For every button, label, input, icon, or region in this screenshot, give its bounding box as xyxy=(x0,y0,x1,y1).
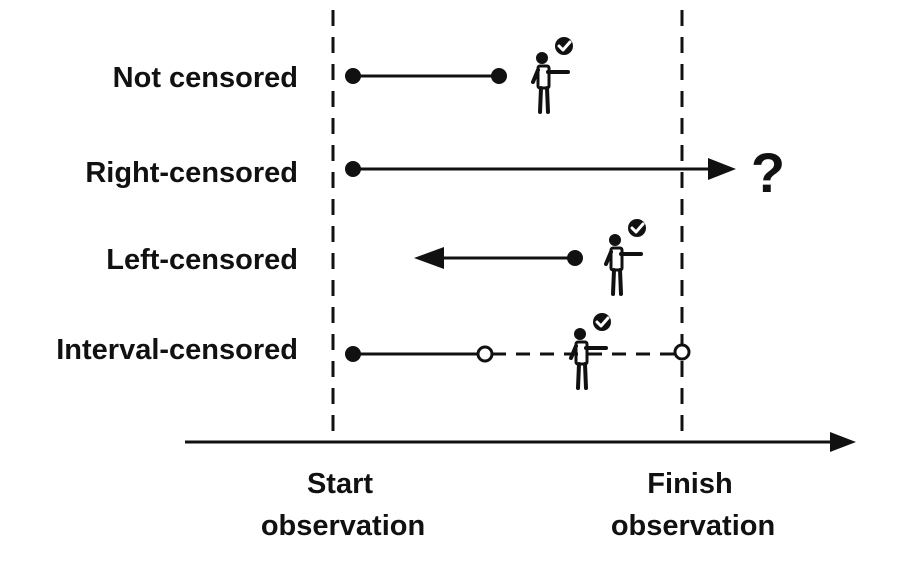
row-label-interval-censored: Interval-censored xyxy=(56,334,298,366)
finish-observation-label-line1: Finish xyxy=(647,468,732,500)
left-censored-end-dot xyxy=(567,250,583,266)
row-label-right-censored: Right-censored xyxy=(85,157,298,189)
time-axis-arrowhead xyxy=(830,432,856,452)
row-not-censored xyxy=(345,36,575,114)
interval-censored-open-dot xyxy=(476,345,494,363)
start-observation-label-line2: observation xyxy=(261,510,425,542)
unknown-outcome-question-mark: ? xyxy=(751,141,785,204)
left-censored-arrowhead xyxy=(414,247,444,269)
row-right-censored: ? xyxy=(345,141,785,204)
event-person-icon xyxy=(531,36,575,114)
right-censored-start-dot xyxy=(345,161,361,177)
not-censored-end-dot xyxy=(491,68,507,84)
interval-censored-start-dot xyxy=(345,346,361,362)
event-person-icon xyxy=(569,312,613,390)
row-label-left-censored: Left-censored xyxy=(106,244,298,276)
row-interval-censored xyxy=(345,312,691,390)
row-left-censored xyxy=(414,218,648,296)
interval-censored-finish-open-dot xyxy=(673,343,691,361)
event-person-icon xyxy=(604,218,648,296)
not-censored-start-dot xyxy=(345,68,361,84)
right-censored-arrowhead xyxy=(708,158,736,180)
start-observation-label-line1: Start xyxy=(307,468,373,500)
finish-observation-label-line2: observation xyxy=(611,510,775,542)
row-label-not-censored: Not censored xyxy=(113,62,298,94)
